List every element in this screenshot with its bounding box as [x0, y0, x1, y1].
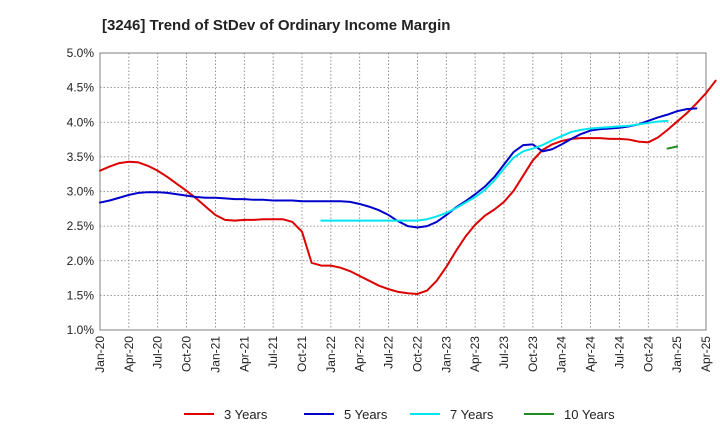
x-tick-label: Apr-24 — [584, 336, 598, 372]
legend-label: 3 Years — [224, 407, 268, 422]
x-tick-label: Jul-24 — [612, 336, 626, 369]
x-axis-ticks: Jan-20 Apr-20 Jul-20 Oct-20 Jan-21 Apr-21 Jul-… — [93, 336, 713, 373]
x-tick-label: Apr-23 — [468, 336, 482, 372]
x-tick-label: Jan-21 — [208, 336, 222, 373]
y-tick-label: 4.5% — [67, 81, 95, 95]
series-line-10-years — [666, 145, 679, 150]
chart-title: [3246] Trend of StDev of Ordinary Income… — [102, 17, 450, 34]
y-tick-label: 5.0% — [67, 46, 95, 60]
legend-label: 7 Years — [450, 407, 494, 422]
x-tick-label: Oct-21 — [295, 336, 309, 372]
x-tick-label: Apr-20 — [122, 336, 136, 372]
legend: 3 Years 5 Years 7 Years 10 Years — [184, 407, 615, 422]
y-tick-label: 2.5% — [67, 219, 95, 233]
x-tick-label: Jan-20 — [93, 336, 107, 373]
legend-item: 3 Years — [184, 407, 268, 422]
x-tick-label: Oct-22 — [410, 336, 424, 372]
x-tick-label: Jan-25 — [670, 336, 684, 373]
x-tick-label: Apr-25 — [699, 336, 713, 372]
y-tick-label: 1.5% — [67, 288, 95, 302]
legend-item: 7 Years — [410, 407, 494, 422]
legend-label: 10 Years — [564, 407, 615, 422]
x-tick-label: Jul-20 — [151, 336, 165, 369]
x-tick-label: Jan-23 — [439, 336, 453, 373]
legend-item: 5 Years — [304, 407, 388, 422]
x-tick-label: Apr-22 — [353, 336, 367, 372]
y-tick-label: 3.0% — [67, 185, 95, 199]
x-tick-label: Jul-22 — [382, 336, 396, 369]
x-tick-label: Jul-23 — [497, 336, 511, 369]
legend-label: 5 Years — [344, 407, 388, 422]
x-tick-label: Oct-23 — [526, 336, 540, 372]
x-tick-label: Apr-21 — [237, 336, 251, 372]
y-tick-label: 4.0% — [67, 115, 95, 129]
legend-item: 10 Years — [524, 407, 615, 422]
series-line-7-years — [320, 119, 669, 222]
y-tick-label: 1.0% — [67, 323, 95, 337]
x-tick-label: Jul-21 — [266, 336, 280, 369]
x-tick-label: Jan-22 — [324, 336, 338, 373]
series-line-3-years — [99, 79, 717, 295]
y-tick-label: 3.5% — [67, 150, 95, 164]
grid-lines — [100, 53, 706, 330]
x-tick-label: Jan-24 — [555, 336, 569, 373]
x-tick-label: Oct-24 — [641, 336, 655, 372]
y-axis-ticks: 1.0% 1.5% 2.0% 2.5% 3.0% 3.5% 4.0% 4.5% 5.0% — [67, 46, 95, 337]
x-tick-label: Oct-20 — [180, 336, 194, 372]
series-group — [99, 79, 717, 295]
y-tick-label: 2.0% — [67, 254, 95, 268]
